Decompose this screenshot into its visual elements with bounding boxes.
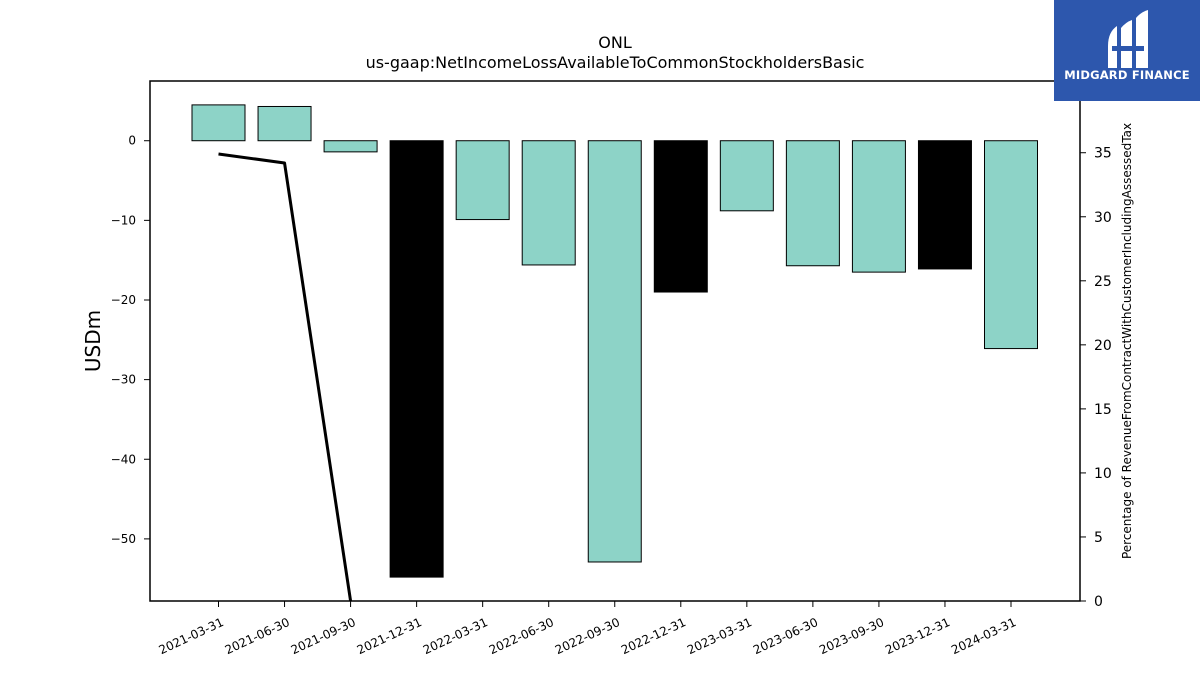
bar-2022-03-31 <box>455 140 510 221</box>
bar-2023-09-30 <box>851 140 906 273</box>
x-tick-label: 2023-09-30 <box>817 615 886 657</box>
midgard-logo-icon <box>1108 10 1148 68</box>
y2-tick-label: 0 <box>1094 594 1103 610</box>
bar-2023-03-31 <box>719 140 774 212</box>
y-tick-label: −20 <box>111 293 136 307</box>
bar-2021-06-30 <box>257 105 312 142</box>
bar-2021-09-30 <box>323 140 378 153</box>
x-tick-label: 2022-12-31 <box>619 615 688 657</box>
logo-text: MIDGARD FINANCE <box>1064 68 1190 82</box>
y2-tick-label: 20 <box>1094 338 1112 354</box>
y2-tick-label: 15 <box>1094 402 1112 418</box>
midgard-finance-logo: MIDGARD FINANCE <box>1054 0 1200 101</box>
x-tick-label: 2021-09-30 <box>289 615 358 657</box>
bar-2023-12-31 <box>917 140 972 270</box>
y2-tick-label: 25 <box>1094 274 1112 290</box>
chart-title: ONL <box>598 33 632 52</box>
y-axis-label: USDm <box>81 310 105 372</box>
bar-2022-12-31 <box>653 140 708 293</box>
y-tick-label: −10 <box>111 213 136 227</box>
x-tick-label: 2022-09-30 <box>553 615 622 657</box>
x-tick-label: 2021-06-30 <box>223 615 292 657</box>
bar-2022-09-30 <box>587 140 642 563</box>
y-tick-label: −30 <box>111 373 136 387</box>
line-series <box>218 152 353 602</box>
x-tick-label: 2021-12-31 <box>355 615 424 657</box>
x-tick-label: 2022-06-30 <box>487 615 556 657</box>
x-tick-label: 2024-03-31 <box>949 615 1018 657</box>
bar-2021-12-31 <box>389 140 444 578</box>
y2-tick-label: 35 <box>1094 146 1112 162</box>
y2-tick-label: 30 <box>1094 210 1112 226</box>
bar-2023-06-30 <box>785 140 840 267</box>
y-tick-label: −50 <box>111 532 136 546</box>
x-tick-label: 2022-03-31 <box>421 615 490 657</box>
y2-tick-label: 10 <box>1094 466 1112 482</box>
bar-2022-06-30 <box>521 140 576 266</box>
y2-axis-label: Percentage of RevenueFromContractWithCus… <box>1120 123 1134 559</box>
y2-tick-label: 5 <box>1094 530 1103 546</box>
x-tick-label: 2023-12-31 <box>883 615 952 657</box>
bar-2024-03-31 <box>984 140 1038 350</box>
x-tick-label: 2023-03-31 <box>685 615 754 657</box>
bar-2021-03-31 <box>191 104 246 142</box>
chart-subtitle: us-gaap:NetIncomeLossAvailableToCommonSt… <box>366 53 865 72</box>
y-tick-label: 0 <box>128 134 136 148</box>
y-tick-label: −40 <box>111 452 136 466</box>
x-tick-label: 2023-06-30 <box>751 615 820 657</box>
x-tick-label: 2021-03-31 <box>157 615 226 657</box>
